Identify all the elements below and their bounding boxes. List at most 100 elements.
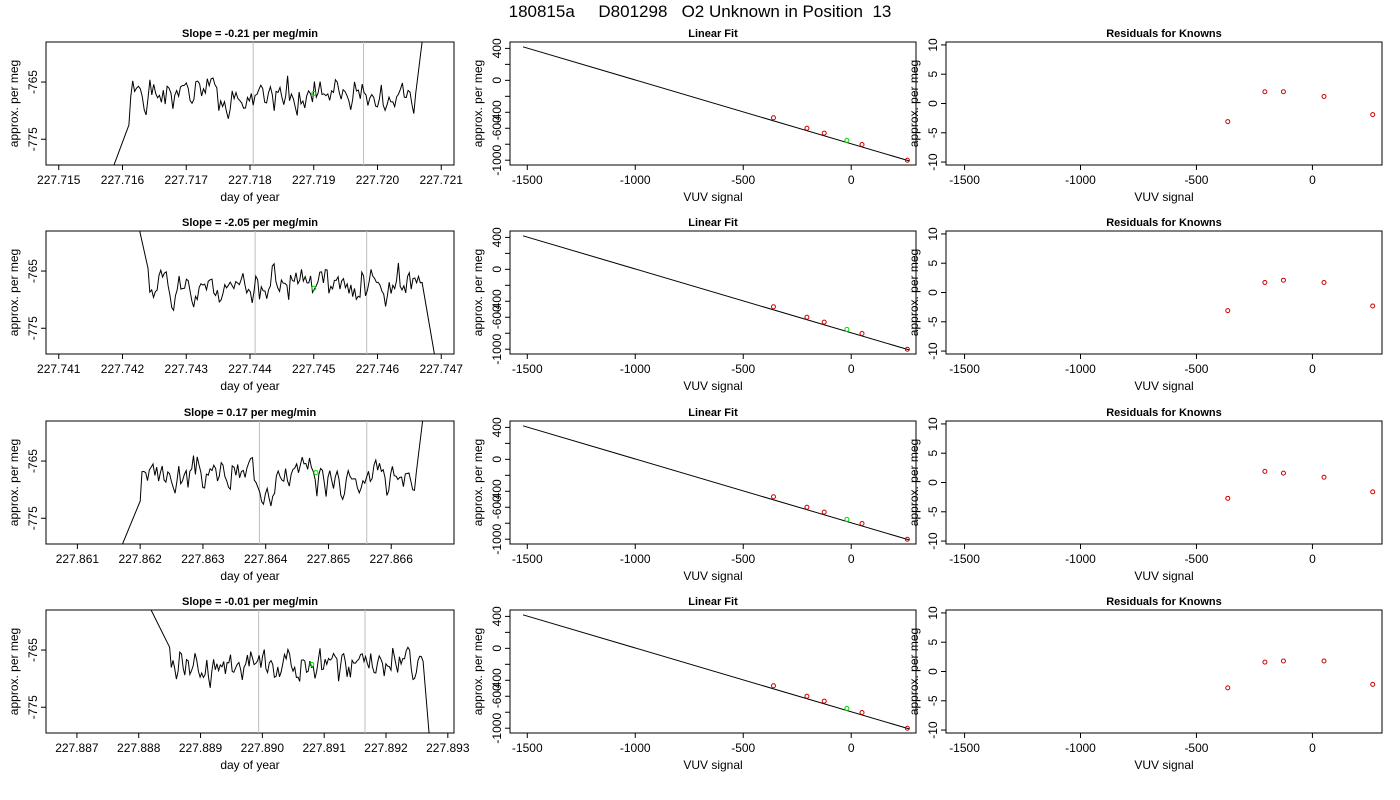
x-axis-label: VUV signal (683, 758, 742, 772)
x-tick-label: 227.889 (179, 741, 223, 755)
panel-title: Slope = -0.01 per meg/min (182, 596, 318, 608)
plot-frame (509, 420, 917, 545)
x-tick-label: 227.888 (117, 741, 161, 755)
unknown-point (313, 469, 319, 475)
known-point (904, 157, 910, 163)
y-tick-label: -600 (490, 305, 504, 329)
chart-panel-4-2: Linear Fit -1500 -1000 -500 0 -1000 -600-400 0 4… (471, 596, 917, 772)
x-axis-label: VUV signal (683, 190, 742, 204)
known-point (1321, 474, 1327, 480)
fit-line (522, 614, 910, 730)
x-tick-label: 227.865 (307, 552, 351, 566)
y-tick-label: 0 (926, 668, 940, 675)
plot-frame (45, 609, 455, 734)
x-tick-label: 227.864 (244, 552, 288, 566)
y-axis-label: approx. per meg (7, 439, 21, 526)
y-tick-label: 10 (926, 38, 940, 52)
unknown-point (844, 705, 850, 711)
x-tick-label: 227.746 (356, 362, 400, 376)
x-tick-label: 227.742 (101, 362, 145, 376)
plot-area (150, 610, 430, 733)
x-axis-label: VUV signal (683, 379, 742, 393)
unknown-point (311, 285, 317, 291)
known-point (1280, 89, 1286, 95)
plot-frame (509, 609, 917, 734)
panel-title: Linear Fit (688, 596, 738, 608)
x-tick-label: 227.892 (364, 741, 408, 755)
known-point (1370, 489, 1376, 495)
x-tick-label: 227.715 (37, 173, 81, 187)
x-tick-label: -500 (731, 362, 755, 376)
x-tick-label: -1500 (949, 362, 980, 376)
x-axis-label: day of year (220, 569, 279, 583)
x-tick-label: -1000 (1065, 362, 1096, 376)
y-tick-label: -400 (490, 100, 504, 124)
y-axis-label: approx. per meg (7, 249, 21, 336)
y-tick-label: -600 (490, 684, 504, 708)
known-point (1321, 658, 1327, 664)
y-tick-label: -1000 (490, 145, 504, 176)
known-point (821, 319, 827, 325)
plot-area (113, 42, 423, 165)
x-axis-label: day of year (220, 379, 279, 393)
panel-title: Residuals for Knowns (1106, 596, 1222, 608)
known-point (1225, 685, 1231, 691)
known-point (1321, 93, 1327, 99)
y-tick-label: -600 (490, 116, 504, 140)
chart-panel-1-3: Residuals for Knowns -1500 -1000 -500 0 -10 -5… (907, 28, 1383, 204)
x-tick-label: 227.887 (55, 741, 99, 755)
known-point (1280, 658, 1286, 664)
y-axis-label: approx. per meg (7, 60, 21, 147)
plot-area (522, 614, 910, 731)
plot-frame (945, 41, 1383, 166)
y-tick-label: 10 (926, 417, 940, 431)
x-tick-label: -1000 (1065, 173, 1096, 187)
x-tick-label: 227.747 (420, 362, 464, 376)
y-tick-label: -400 (490, 668, 504, 692)
x-tick-label: -1500 (949, 552, 980, 566)
known-point (1225, 495, 1231, 501)
x-tick-label: 227.716 (101, 173, 145, 187)
known-point (804, 314, 810, 320)
y-tick-label: -10 (926, 532, 940, 550)
unknown-point (311, 90, 317, 96)
panel-title: Linear Fit (688, 28, 738, 40)
panel-title: Slope = -2.05 per meg/min (182, 217, 318, 229)
x-axis-label: VUV signal (1134, 758, 1193, 772)
known-point (821, 698, 827, 704)
plot-frame (945, 609, 1383, 734)
y-tick-label: -1000 (490, 713, 504, 744)
y-tick-label: 0 (926, 289, 940, 296)
plot-area (522, 46, 910, 163)
x-tick-label: -1500 (512, 741, 543, 755)
x-tick-label: 227.721 (420, 173, 464, 187)
y-tick-label: -775 (26, 695, 40, 719)
x-tick-label: 227.717 (165, 173, 209, 187)
x-axis-label: day of year (220, 190, 279, 204)
plot-area (139, 231, 435, 354)
known-point (904, 346, 910, 352)
y-axis-label: approx. per meg (907, 439, 921, 526)
y-tick-label: -775 (26, 506, 40, 530)
known-point (804, 125, 810, 131)
known-point (821, 130, 827, 136)
known-point (821, 509, 827, 515)
y-tick-label: 5 (926, 71, 940, 78)
y-tick-label: 0 (926, 100, 940, 107)
x-tick-label: -500 (1184, 362, 1208, 376)
known-point (904, 536, 910, 542)
y-tick-label: -765 (26, 259, 40, 283)
y-tick-label: 400 (490, 227, 504, 247)
panel-title: Residuals for Knowns (1106, 217, 1222, 229)
x-tick-label: -1500 (512, 362, 543, 376)
y-tick-label: 0 (490, 456, 504, 463)
x-tick-label: 0 (1309, 173, 1316, 187)
x-axis-label: VUV signal (1134, 379, 1193, 393)
panel-title: Linear Fit (688, 407, 738, 419)
plot-frame (45, 420, 455, 545)
y-tick-label: -400 (490, 479, 504, 503)
chart-panel-3-2: Linear Fit -1500 -1000 -500 0 -1000 -600-400 0 4… (471, 407, 917, 583)
y-tick-label: 5 (926, 639, 940, 646)
x-tick-label: 227.745 (292, 362, 336, 376)
x-tick-label: 0 (848, 173, 855, 187)
